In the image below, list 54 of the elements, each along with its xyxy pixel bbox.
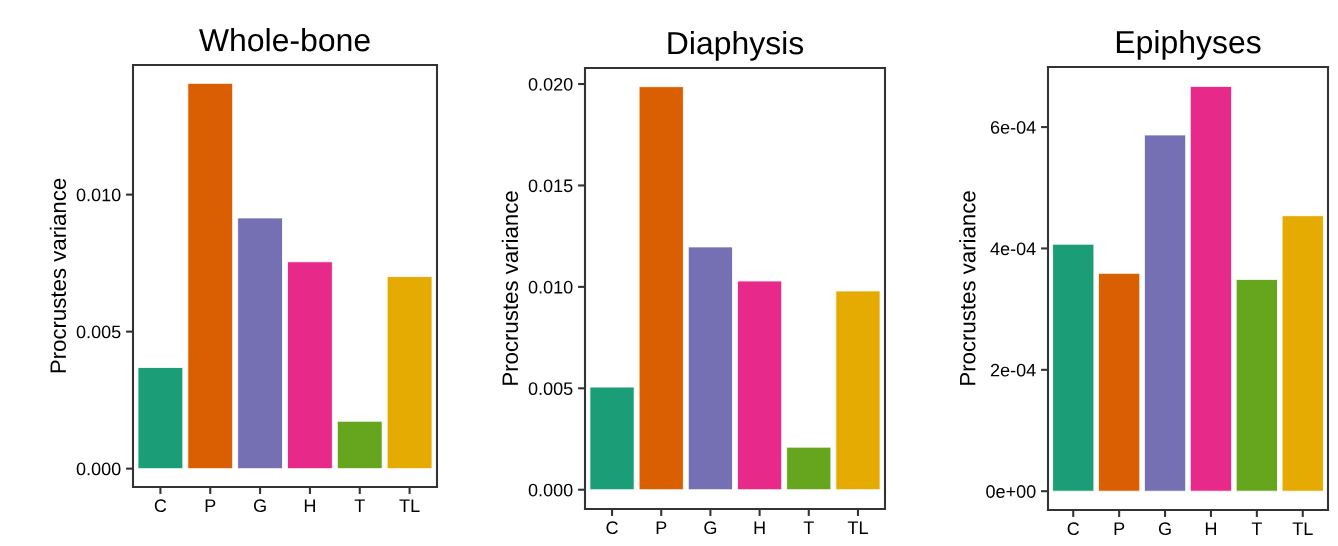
x-tick-label: P: [656, 521, 667, 534]
bar: [1052, 243, 1095, 492]
y-tick-label: 2e-04: [990, 363, 1036, 377]
x-tick-label: TL: [847, 521, 868, 534]
y-tick-label: 0.015: [528, 179, 573, 193]
bar: [1281, 215, 1324, 492]
y-axis-title: Procrustes variance: [959, 191, 976, 385]
bar: [287, 261, 333, 470]
x-tick-label: G: [1158, 522, 1171, 536]
bar: [336, 420, 383, 470]
chart-title: Whole-bone: [199, 27, 370, 52]
x-tick-label: H: [1205, 522, 1216, 535]
y-tick-label: 0.000: [76, 462, 121, 476]
bar: [786, 446, 832, 491]
x-tick-label: TL: [399, 499, 420, 512]
bar: [1235, 278, 1278, 492]
y-tick-label: 0.005: [528, 382, 573, 396]
y-tick-label: 6e-04: [990, 121, 1036, 134]
x-tick-label: P: [205, 499, 216, 512]
y-tick-label: 0.000: [528, 483, 573, 497]
y-tick-label: 0.010: [528, 280, 573, 294]
y-axis-title: Procrustes variance: [49, 178, 67, 373]
bar: [687, 246, 733, 491]
bar: [386, 276, 433, 470]
x-tick-label: C: [606, 521, 618, 535]
y-tick-label: 0e+00: [986, 485, 1036, 498]
x-tick-label: T: [354, 499, 365, 512]
bar: [835, 290, 881, 491]
x-tick-label: T: [803, 521, 814, 534]
chart-title: Epiphyses: [1116, 29, 1261, 60]
x-tick-label: H: [754, 521, 765, 534]
bar: [1098, 272, 1141, 492]
bar: [1189, 86, 1233, 492]
chart-title: Diaphysis: [668, 30, 804, 61]
bar: [737, 280, 783, 491]
y-tick-label: 0.010: [76, 188, 121, 202]
x-tick-label: TL: [1292, 522, 1313, 535]
x-tick-label: H: [304, 499, 315, 512]
x-tick-label: G: [253, 499, 266, 513]
bar: [187, 82, 234, 470]
bar: [589, 386, 635, 491]
x-tick-label: C: [154, 499, 167, 513]
bar: [237, 217, 283, 470]
bar: [638, 86, 684, 491]
x-tick-label: C: [1067, 522, 1080, 536]
y-tick-label: 0.020: [528, 77, 573, 91]
x-tick-label: T: [1251, 522, 1262, 535]
x-tick-label: P: [1114, 522, 1125, 535]
y-tick-label: 0.005: [76, 325, 121, 339]
bar: [137, 367, 184, 470]
y-tick-label: 4e-04: [990, 242, 1036, 256]
x-tick-label: G: [704, 521, 717, 535]
y-axis-title: Procrustes variance: [501, 191, 519, 385]
bar: [1143, 134, 1187, 492]
